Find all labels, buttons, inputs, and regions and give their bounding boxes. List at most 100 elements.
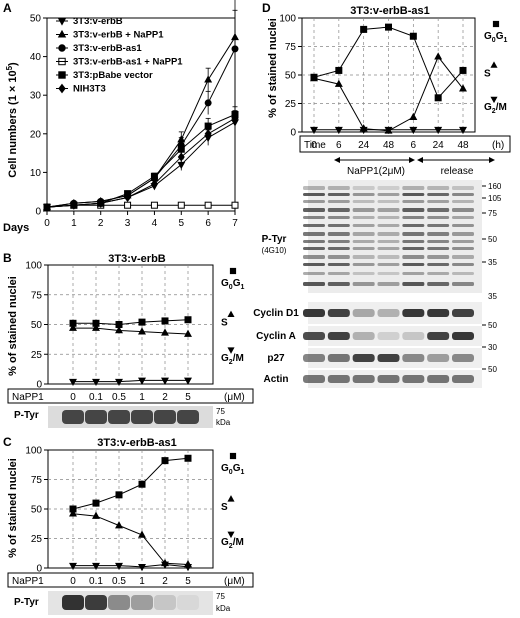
ptyr-band — [327, 208, 350, 212]
dose-unit: (μM) — [224, 392, 245, 403]
ptyr-band — [402, 255, 425, 259]
blot-band — [62, 410, 84, 424]
dose-value: 0 — [70, 576, 76, 587]
panel-a-plot: 0 10 20 30 40 50 0 1 2 3 4 5 6 7 — [30, 0, 239, 229]
panel-d-plot: 0 25 50 75 100 G0G1 S G2/M — [279, 14, 507, 139]
ptyr-band — [352, 232, 375, 236]
ptyr-band — [327, 247, 350, 250]
ptyr-band — [303, 255, 325, 259]
ptyr-band — [377, 193, 400, 196]
blot-band — [85, 410, 107, 424]
phase-label-g2m: G2/M — [221, 537, 244, 550]
y-tick-label: 100 — [25, 261, 42, 272]
time-value: 24 — [358, 140, 370, 151]
panel-a-xlabel: Days — [3, 222, 29, 234]
ptyr-band — [303, 263, 325, 266]
data-point — [97, 198, 105, 208]
ptyr-band — [352, 263, 375, 266]
ptyr-band — [427, 208, 450, 212]
time-value: 24 — [433, 140, 445, 151]
legend-marker-g0g1 — [229, 267, 237, 275]
dose-value: 0.1 — [89, 576, 103, 587]
panel-a-ylabel-sup: 5 — [5, 65, 14, 70]
legend-marker-s — [227, 310, 235, 318]
blot-band — [303, 332, 325, 340]
ptyr-band — [452, 200, 474, 203]
blot-label: Cyclin D1 — [253, 308, 299, 319]
ptyr-band — [377, 224, 400, 227]
blot-band — [303, 354, 325, 362]
ptyr-band — [377, 216, 400, 219]
data-point — [384, 126, 393, 135]
mw-marker: 75 — [216, 407, 225, 416]
blot-band — [303, 309, 325, 317]
ptyr-band — [402, 200, 425, 203]
data-point — [184, 454, 192, 462]
blot-label: p27 — [267, 353, 285, 364]
panel-b-ylabel: % of stained nuclei — [7, 276, 19, 376]
data-point — [409, 32, 417, 40]
blot-band — [154, 410, 176, 424]
blot-band — [452, 354, 474, 362]
panel-a-ylabel: Cell numbers (1 × 105) — [5, 62, 19, 178]
panel-a-legend: 3T3:v-erbB 3T3:v-erbB + NaPP1 3T3:v-erbB-a… — [56, 16, 183, 95]
blot-band — [303, 375, 325, 383]
blot-band — [108, 595, 130, 610]
data-point — [184, 377, 192, 385]
data-point — [161, 317, 169, 325]
blot-band — [402, 309, 425, 317]
ptyr-band — [352, 247, 375, 250]
mw-marker: 50 — [488, 235, 497, 244]
y-tick-label: 25 — [31, 534, 43, 545]
data-point — [69, 378, 77, 387]
ptyr-band — [327, 216, 350, 219]
data-point — [231, 113, 239, 123]
legend-label: 3T3:v-erbB-as1 — [73, 43, 142, 54]
ptyr-band — [452, 282, 474, 286]
data-point — [184, 316, 192, 324]
y-tick-label: 100 — [25, 446, 42, 457]
arrow-head — [409, 157, 415, 163]
data-point — [124, 201, 132, 209]
ptyr-label: P-Tyr — [14, 410, 39, 421]
blot-label: Cyclin A — [256, 331, 296, 342]
ptyr-band — [327, 232, 350, 236]
data-point — [334, 79, 343, 87]
ptyr-band — [427, 272, 450, 275]
data-point — [138, 564, 146, 572]
legend-marker-g0g1 — [492, 20, 500, 28]
legend-marker — [57, 18, 67, 26]
data-point — [115, 326, 123, 334]
ptyr-label: P-Tyr — [14, 597, 39, 608]
data-point — [161, 377, 169, 385]
ptyr-band — [352, 282, 375, 286]
ptyr-band — [352, 216, 375, 219]
ptyr-band — [377, 247, 400, 250]
panel-b-plot: 0 25 50 75 100 G0G1 S G2/M — [25, 261, 244, 391]
ptyr-band — [427, 216, 450, 219]
series-5 — [43, 110, 239, 212]
blot-band — [131, 595, 153, 610]
legend-label: 3T3:v-erbB + NaPP1 — [73, 30, 164, 41]
mw-marker: 75 — [488, 209, 497, 218]
dose-value: 0.5 — [112, 392, 126, 403]
panel-a-ylabel-text: Cell numbers (1 × 10 — [7, 70, 19, 177]
panel-b-dose-row: NaPP1 0 0.1 0.5 1 2 5 (μM) — [7, 388, 254, 404]
ptyr-band — [402, 208, 425, 212]
data-point — [177, 152, 185, 162]
ptyr-band — [352, 255, 375, 259]
series-line — [46, 117, 236, 208]
ptyr-band — [452, 272, 474, 275]
ptyr-antibody-label: (4G10) — [262, 246, 287, 255]
ptyr-band — [327, 240, 350, 243]
ptyr-band — [427, 240, 450, 243]
series-line — [46, 48, 236, 208]
blot-band — [131, 410, 153, 424]
time-value: 0 — [311, 140, 317, 151]
ptyr-band — [303, 200, 325, 203]
panel-b-letter: B — [3, 251, 12, 265]
ptyr-band — [327, 186, 350, 190]
ptyr-band — [427, 263, 450, 266]
blot-band — [427, 309, 450, 317]
ptyr-band — [427, 200, 450, 203]
